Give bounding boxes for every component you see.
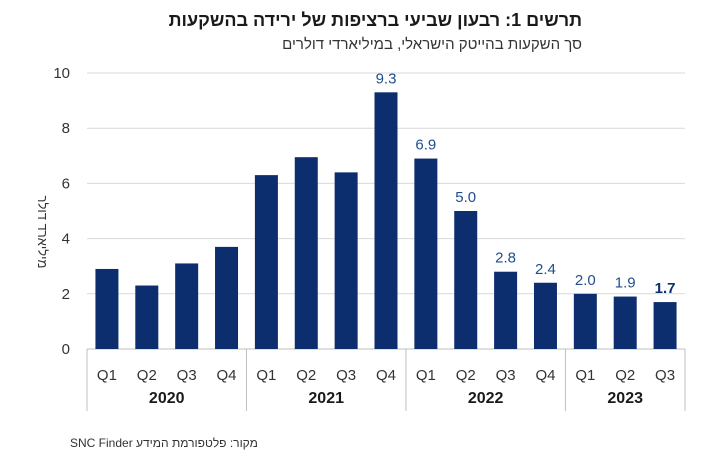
x-tick-label: Q4 <box>217 367 237 384</box>
x-tick-label: Q3 <box>655 367 675 384</box>
x-tick-label: Q3 <box>177 367 197 384</box>
x-tick-label: Q3 <box>336 367 356 384</box>
y-tick-label: 10 <box>53 65 70 82</box>
x-tick-label: Q4 <box>535 367 555 384</box>
bar <box>533 282 557 349</box>
chart-subtitle: סך השקעות בהייטק הישראלי, במיליארדי דולר… <box>282 36 582 53</box>
y-tick-label: 4 <box>62 231 70 248</box>
year-group-label: 2022 <box>468 390 504 407</box>
y-tick-label: 0 <box>62 341 70 358</box>
bar <box>573 293 597 349</box>
source-note: מקור: פלטפורמת המידע SNC Finder <box>70 436 258 450</box>
x-tick-label: Q1 <box>256 367 276 384</box>
bar <box>653 302 677 349</box>
bar <box>454 211 478 349</box>
y-tick-label: 8 <box>62 120 70 137</box>
x-tick-label: Q1 <box>97 367 117 384</box>
bar <box>294 157 318 349</box>
bar <box>254 175 278 349</box>
data-label: 5.0 <box>455 189 476 206</box>
bar <box>374 92 398 349</box>
data-label: 1.9 <box>615 275 636 292</box>
x-tick-label: Q3 <box>496 367 516 384</box>
data-label: 2.0 <box>575 272 596 289</box>
data-label: 9.3 <box>376 70 397 87</box>
bar <box>95 268 119 349</box>
y-tick-label: 6 <box>62 175 70 192</box>
bar <box>334 172 358 349</box>
bar <box>215 246 239 349</box>
x-tick-label: Q1 <box>416 367 436 384</box>
year-group-label: 2023 <box>607 390 643 407</box>
y-tick-label: 2 <box>62 286 70 303</box>
year-group-label: 2021 <box>308 390 344 407</box>
data-label: 6.9 <box>415 137 436 154</box>
year-group-label: 2020 <box>149 390 185 407</box>
x-tick-label: Q4 <box>376 367 396 384</box>
data-label: 2.8 <box>495 250 516 267</box>
x-tick-label: Q2 <box>296 367 316 384</box>
bar <box>494 271 518 349</box>
bar <box>414 158 438 349</box>
x-tick-label: Q2 <box>456 367 476 384</box>
x-tick-label: Q1 <box>575 367 595 384</box>
data-label: 1.7 <box>655 280 676 297</box>
data-label: 2.4 <box>535 261 556 278</box>
bar <box>613 296 637 349</box>
bar <box>175 263 199 349</box>
x-tick-label: Q2 <box>137 367 157 384</box>
bar <box>135 285 159 349</box>
chart-title: תרשים 1: רבעון שביעי ברציפות של ירידה בה… <box>168 10 582 30</box>
x-tick-label: Q2 <box>615 367 635 384</box>
y-axis-label: מיליארד דולר <box>35 196 50 269</box>
